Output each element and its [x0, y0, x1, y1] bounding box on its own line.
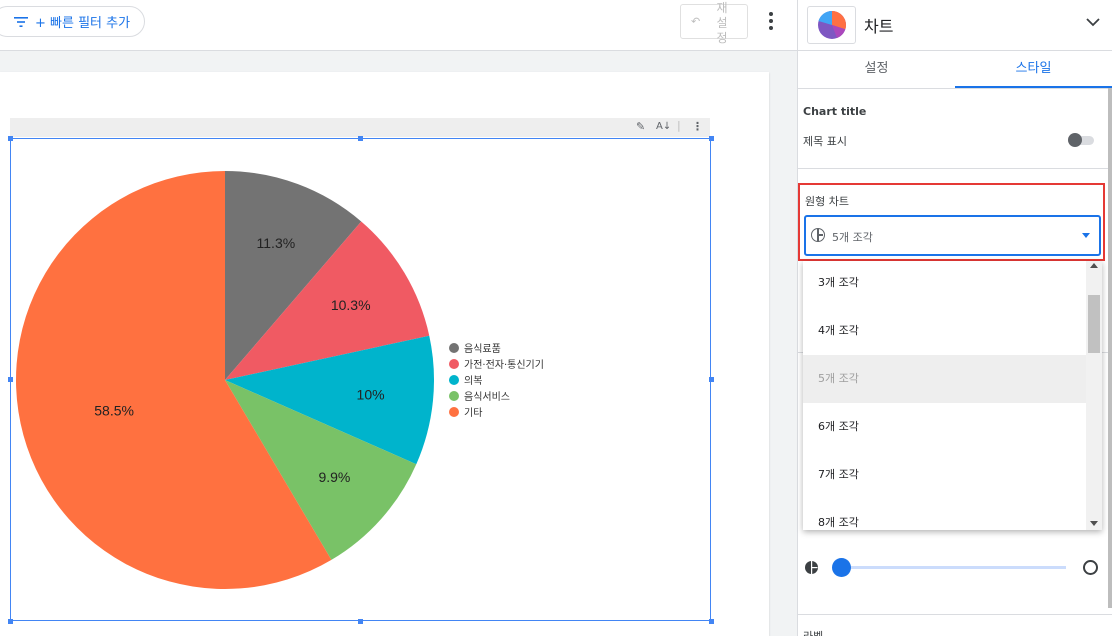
resize-handle[interactable]	[358, 619, 363, 624]
scroll-down-icon[interactable]	[1090, 521, 1098, 526]
section-divider	[798, 168, 1112, 169]
pie-slice-label: 10.3%	[331, 297, 371, 313]
pie-slice-label: 9.9%	[318, 469, 350, 485]
reset-button[interactable]: ↶ 재설정	[680, 1, 748, 45]
panel-scrollbar[interactable]	[1108, 88, 1112, 608]
dropdown-option[interactable]: 3개 조각	[818, 276, 859, 289]
pie-chart: 11.3% 10.3% 10% 9.9% 58.5% 음식료품가전·전자·통신기기의복음식…	[15, 171, 544, 589]
section-divider	[798, 614, 1112, 615]
pie-slice-label: 11.3%	[257, 235, 296, 251]
filter-icon	[14, 16, 28, 27]
legend-swatch	[449, 343, 459, 353]
resize-handle[interactable]	[358, 136, 363, 141]
legend-entry: 기타	[464, 407, 482, 419]
scrollbar-thumb[interactable]	[1088, 295, 1100, 353]
slice-count-select[interactable]: 5개 조각	[804, 215, 1101, 256]
legend-entry: 가전·전자·통신기기	[464, 359, 544, 371]
chart-title-section-label: Chart title	[803, 105, 867, 118]
dropdown-scrollbar[interactable]	[1086, 261, 1102, 530]
donut-ring-icon	[1083, 560, 1098, 575]
chart-toolbar: ✎ A↓ | ⋮	[10, 118, 710, 137]
legend-entry: 의복	[464, 375, 482, 387]
dropdown-option[interactable]: 7개 조각	[818, 468, 859, 481]
chart-more-icon[interactable]: ⋮	[692, 120, 703, 133]
panel-header: 차트	[798, 0, 1112, 51]
resize-handle[interactable]	[709, 136, 714, 141]
legend-swatch	[449, 359, 459, 369]
resize-handle[interactable]	[709, 619, 714, 624]
legend-entry: 음식료품	[464, 343, 501, 355]
add-quick-filter-button[interactable]: + 빠른 필터 추가	[0, 6, 146, 37]
legend-entry: 음식서비스	[464, 391, 510, 403]
toolbar-divider: |	[677, 119, 681, 132]
dropdown-option[interactable]: 8개 조각	[818, 516, 859, 529]
pie-slice-label: 10%	[357, 387, 385, 403]
legend-swatch	[449, 375, 459, 385]
more-options-icon[interactable]	[764, 10, 778, 32]
edit-pencil-icon[interactable]: ✎	[636, 120, 646, 133]
reset-label: 재설정	[716, 1, 728, 45]
pie-chart-icon	[817, 10, 846, 39]
pie-slice-icon	[811, 228, 825, 242]
tab-style[interactable]: 스타일	[955, 51, 1112, 88]
slice-count-dropdown: 3개 조각 4개 조각 5개 조각 6개 조각 7개 조각 8개 조각	[803, 261, 1102, 530]
pie-full-icon	[805, 561, 818, 574]
legend-swatch	[449, 407, 459, 417]
pie-slice[interactable]	[225, 380, 417, 560]
caret-down-icon	[1082, 233, 1090, 238]
tab-setup[interactable]: 설정	[864, 61, 889, 76]
pie-chart-section: 원형 차트 5개 조각	[798, 183, 1105, 261]
donut-slider-track[interactable]	[838, 566, 1066, 569]
dropdown-option[interactable]: 6개 조각	[818, 420, 859, 433]
resize-handle[interactable]	[8, 619, 13, 624]
report-toolbar: + 빠른 필터 추가 ↶ 재설정	[0, 0, 797, 51]
pie-slice[interactable]	[15, 171, 332, 589]
pie-slice[interactable]	[225, 221, 430, 380]
labels-section-label: 라벨	[803, 628, 823, 636]
panel-title: 차트	[864, 17, 894, 36]
resize-handle[interactable]	[709, 377, 714, 382]
slice-count-value: 5개 조각	[832, 231, 873, 244]
chart-type-button[interactable]	[807, 6, 856, 44]
donut-slider-thumb[interactable]	[832, 558, 851, 577]
resize-handle[interactable]	[8, 377, 13, 382]
undo-icon: ↶	[691, 15, 701, 28]
pie-slice[interactable]	[225, 171, 362, 380]
dropdown-option-selected[interactable]: 5개 조각	[803, 355, 1086, 403]
sort-az-icon[interactable]: A↓	[656, 121, 672, 132]
resize-handle[interactable]	[8, 136, 13, 141]
pie-chart-section-label: 원형 차트	[805, 195, 849, 208]
panel-tabs: 설정 스타일	[798, 51, 1112, 89]
pie-slice-label: 58.5%	[94, 402, 134, 418]
show-title-label: 제목 표시	[803, 135, 847, 148]
pie-slice[interactable]	[225, 335, 434, 465]
add-quick-filter-label: + 빠른 필터 추가	[35, 16, 131, 31]
properties-panel: 차트 설정 스타일 Chart title 제목 표시 원형 차트 5개 조각 …	[797, 0, 1112, 636]
scroll-up-icon[interactable]	[1090, 263, 1098, 268]
show-title-toggle[interactable]	[1068, 133, 1094, 147]
dropdown-option[interactable]: 4개 조각	[818, 324, 859, 337]
chevron-down-icon[interactable]	[1086, 16, 1100, 31]
legend-swatch	[449, 391, 459, 401]
donut-slider-row	[798, 555, 1112, 581]
